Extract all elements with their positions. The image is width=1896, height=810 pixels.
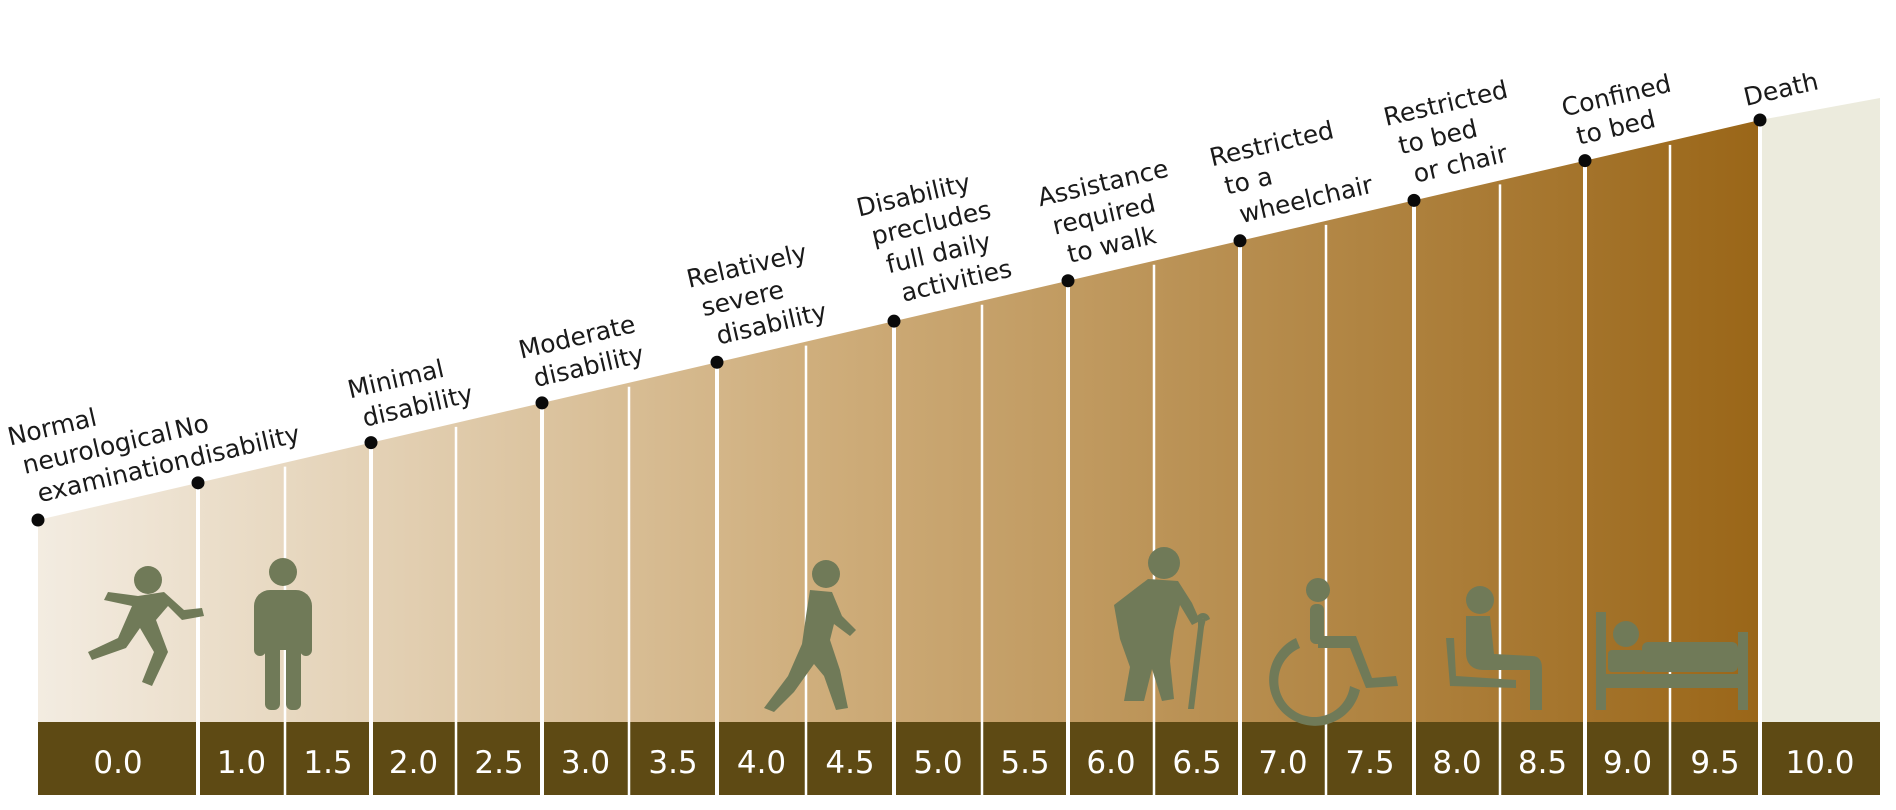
milestone-dot: [887, 314, 901, 328]
score-label: 6.5: [1172, 745, 1221, 781]
milestone-dots: [31, 113, 1767, 527]
milestone-label-line: Restricted: [1207, 115, 1337, 172]
running-person-icon: [88, 566, 204, 686]
score-label: 3.5: [648, 745, 697, 781]
score-label: 5.0: [913, 745, 962, 781]
score-label: 7.0: [1258, 745, 1307, 781]
score-label: 1.0: [217, 745, 266, 781]
score-label: 3.0: [561, 745, 610, 781]
score-label: 8.5: [1518, 745, 1567, 781]
milestone-dot: [31, 513, 45, 527]
milestone-dot: [1061, 274, 1075, 288]
step-dividers: [196, 124, 1762, 795]
milestone-label-line: Death: [1741, 66, 1821, 111]
seated-person-icon: [1446, 586, 1542, 710]
milestone-dot: [710, 355, 724, 369]
death-zone: [1760, 98, 1880, 722]
milestone-dot: [1233, 234, 1247, 248]
score-label: 4.5: [825, 745, 874, 781]
person-with-cane-icon: [1114, 547, 1210, 709]
score-label: 6.0: [1086, 745, 1135, 781]
score-label: 9.0: [1603, 745, 1652, 781]
milestone-label-line: No: [172, 409, 212, 445]
score-label: 4.0: [737, 745, 786, 781]
score-label: 8.0: [1432, 745, 1481, 781]
walking-person-icon: [764, 560, 856, 712]
standing-person-icon: [254, 558, 312, 710]
score-labels: 0.0 1.0 1.5 2.0 2.5 3.0 3.5 4.0 4.5 5.0 5.5 6.0 6.5 7…: [93, 745, 1854, 781]
score-bar: [38, 722, 1880, 795]
milestone-dot: [1407, 193, 1421, 207]
milestone-dot: [364, 436, 378, 450]
score-label: 2.5: [474, 745, 523, 781]
score-label: 2.0: [389, 745, 438, 781]
score-label: 7.5: [1345, 745, 1394, 781]
bed-icon: [1596, 612, 1748, 710]
score-label: 1.5: [303, 745, 352, 781]
wheelchair-icon: [1269, 578, 1398, 726]
score-label: 9.5: [1690, 745, 1739, 781]
milestone-dot: [191, 476, 205, 490]
milestone-label: Death: [1741, 66, 1821, 111]
score-label: 10.0: [1785, 745, 1854, 781]
severity-ramp: [38, 120, 1760, 722]
milestone-dot: [1578, 154, 1592, 168]
milestone-dot: [1753, 113, 1767, 127]
milestone-dot: [535, 396, 549, 410]
score-label: 0.0: [93, 745, 142, 781]
score-label: 5.5: [1000, 745, 1049, 781]
